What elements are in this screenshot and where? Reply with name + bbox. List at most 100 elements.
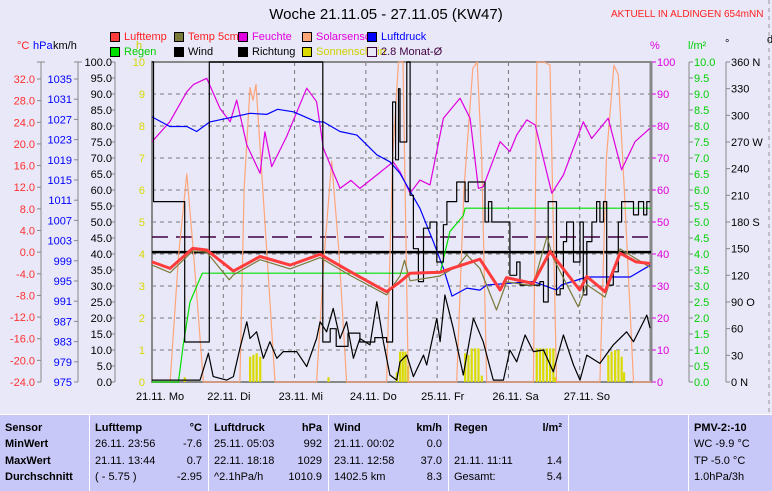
chart-title: Woche 21.11.05 - 27.11.05 (KW47) [269,6,503,23]
sunshine-bar [401,351,404,382]
table-cell: WC -9.9 °C [694,438,750,450]
sunshine-bar [620,356,623,382]
table-cell: 5.4 [546,471,562,483]
sunshine-bar [255,353,258,382]
tick-label-humidity: 60 [657,185,669,197]
tick-label-sun: 3 [139,281,145,293]
table-cell: l/m² [542,422,562,434]
series-richtung [152,61,651,347]
table-cell: °C [189,422,202,434]
tick-label-direction: 270 W [731,137,763,149]
tick-label-humidity: 20 [657,313,669,325]
sunshine-bar [535,348,538,382]
table-column: Sensor MinWert MaxWert Durchschnitt [0,415,88,491]
tick-label-temp: 0.0 [20,247,35,259]
tick-label-wind: 90.0 [91,89,112,101]
day-label: 21.11. Mo [136,391,184,403]
tick-label-rain: 8.0 [694,121,709,133]
tick-label-temp: 32.0 [14,74,35,86]
tick-label-direction: 180 S [731,217,760,229]
tick-label-rain: 4.0 [694,249,709,261]
tick-label-direction: 0 N [731,377,748,389]
day-label: 26.11. Sa [492,391,539,403]
tick-label-humidity: 100 [657,57,675,69]
tick-label-wind: 0.0 [97,377,112,389]
table-cell: MaxWert [5,454,51,467]
legend-swatch [238,47,248,57]
table-cell: PMV-2:-10 [694,422,747,434]
tick-label-pressure: 1027 [48,114,72,126]
table-cell: 23.11. 12:58 [334,454,395,467]
table-cell: 1402.5 km [334,471,386,483]
tick-label-wind: 35.0 [91,265,112,277]
tick-label-rain: 4.5 [694,233,709,245]
tick-label-wind: 95.0 [91,73,112,85]
sunshine-bar [622,372,626,382]
axis-header-direction: ° [725,38,730,50]
table-cell: 992 [303,438,322,450]
tick-label-temp: 4.0 [20,226,35,238]
tick-label-humidity: 30 [657,281,669,293]
tick-label-pressure: 999 [54,256,72,268]
tick-label-temp: 12.0 [14,182,35,194]
tick-label-wind: 40.0 [91,249,112,261]
sunshine-bar [327,377,330,382]
legend-label: Regen [124,46,157,58]
table-cell: 8.3 [426,471,442,483]
legend-item: 2.8 Monat-Ø [367,46,442,58]
tick-label-temp: 16.0 [14,161,35,173]
day-label: 24.11. Do [350,391,397,403]
tick-label-wind: 80.0 [91,121,112,133]
table-cell: ^2.1hPa/h [214,471,264,483]
tick-label-direction: 240 [731,164,749,176]
legend-swatch [302,47,312,57]
sunshine-bar [470,348,473,382]
sunshine-bar [252,354,255,382]
tick-label-temp: 28.0 [14,96,35,108]
legend-swatch [110,47,120,57]
table-cell: Sensor [5,422,43,434]
sunshine-bar [610,351,613,382]
tick-label-sun: 8 [139,121,145,133]
tick-label-humidity: 40 [657,249,669,261]
sunshine-bar [480,375,483,382]
table-cell: Luftdruck [214,422,265,434]
sunshine-bar [404,351,407,382]
tick-label-wind: 55.0 [91,201,112,213]
tick-label-wind: 15.0 [91,329,112,341]
sunshine-bar [614,350,617,382]
table-column: Lufttemp °C 26.11. 23:56 -7.6 21.11. 13:44 0.… [89,415,207,491]
tick-label-humidity: 90 [657,89,669,101]
axis-header-sun: h [136,40,143,52]
tick-label-rain: 8.5 [694,105,709,117]
table-cell: 0.0 [426,438,442,450]
tick-label-rain: 1.0 [694,345,709,357]
tick-label-rain: 6.5 [694,169,709,181]
table-cell: 22.11. 18:18 [214,454,275,467]
sunshine-bar [259,356,262,382]
tick-label-rain: 0.0 [694,377,709,389]
tick-label-pressure: 987 [54,316,72,328]
tick-label-rain: 10.0 [694,57,715,69]
table-cell: Durchschnitt [5,471,73,483]
table-cell: 1.0hPa/3h [694,471,745,483]
table-cell: Regen [454,422,488,434]
table-cell: 21.11. 13:44 [95,454,156,467]
axis-header-pressure: hPa [33,40,53,52]
tick-label-rain: 0.5 [694,361,709,373]
table-cell: 21.11. 11:11 [454,454,513,467]
tick-label-humidity: 10 [657,345,669,357]
sunshine-bar [477,348,480,382]
tick-label-wind: 45.0 [91,233,112,245]
legend-label: Temp 5cm [188,31,239,43]
tick-label-pressure: 991 [54,296,72,308]
tick-label-rain: 7.5 [694,137,709,149]
day-label: 25.11. Fr [421,391,465,403]
tick-label-pressure: 1015 [48,175,72,187]
sunshine-bar [399,351,402,382]
tick-label-rain: 1.5 [694,329,709,341]
table-cell: 21.11. 00:02 [334,438,395,450]
sunshine-bar [538,348,542,382]
tick-label-rain: 5.0 [694,217,709,229]
tick-label-pressure: 1023 [48,135,72,147]
